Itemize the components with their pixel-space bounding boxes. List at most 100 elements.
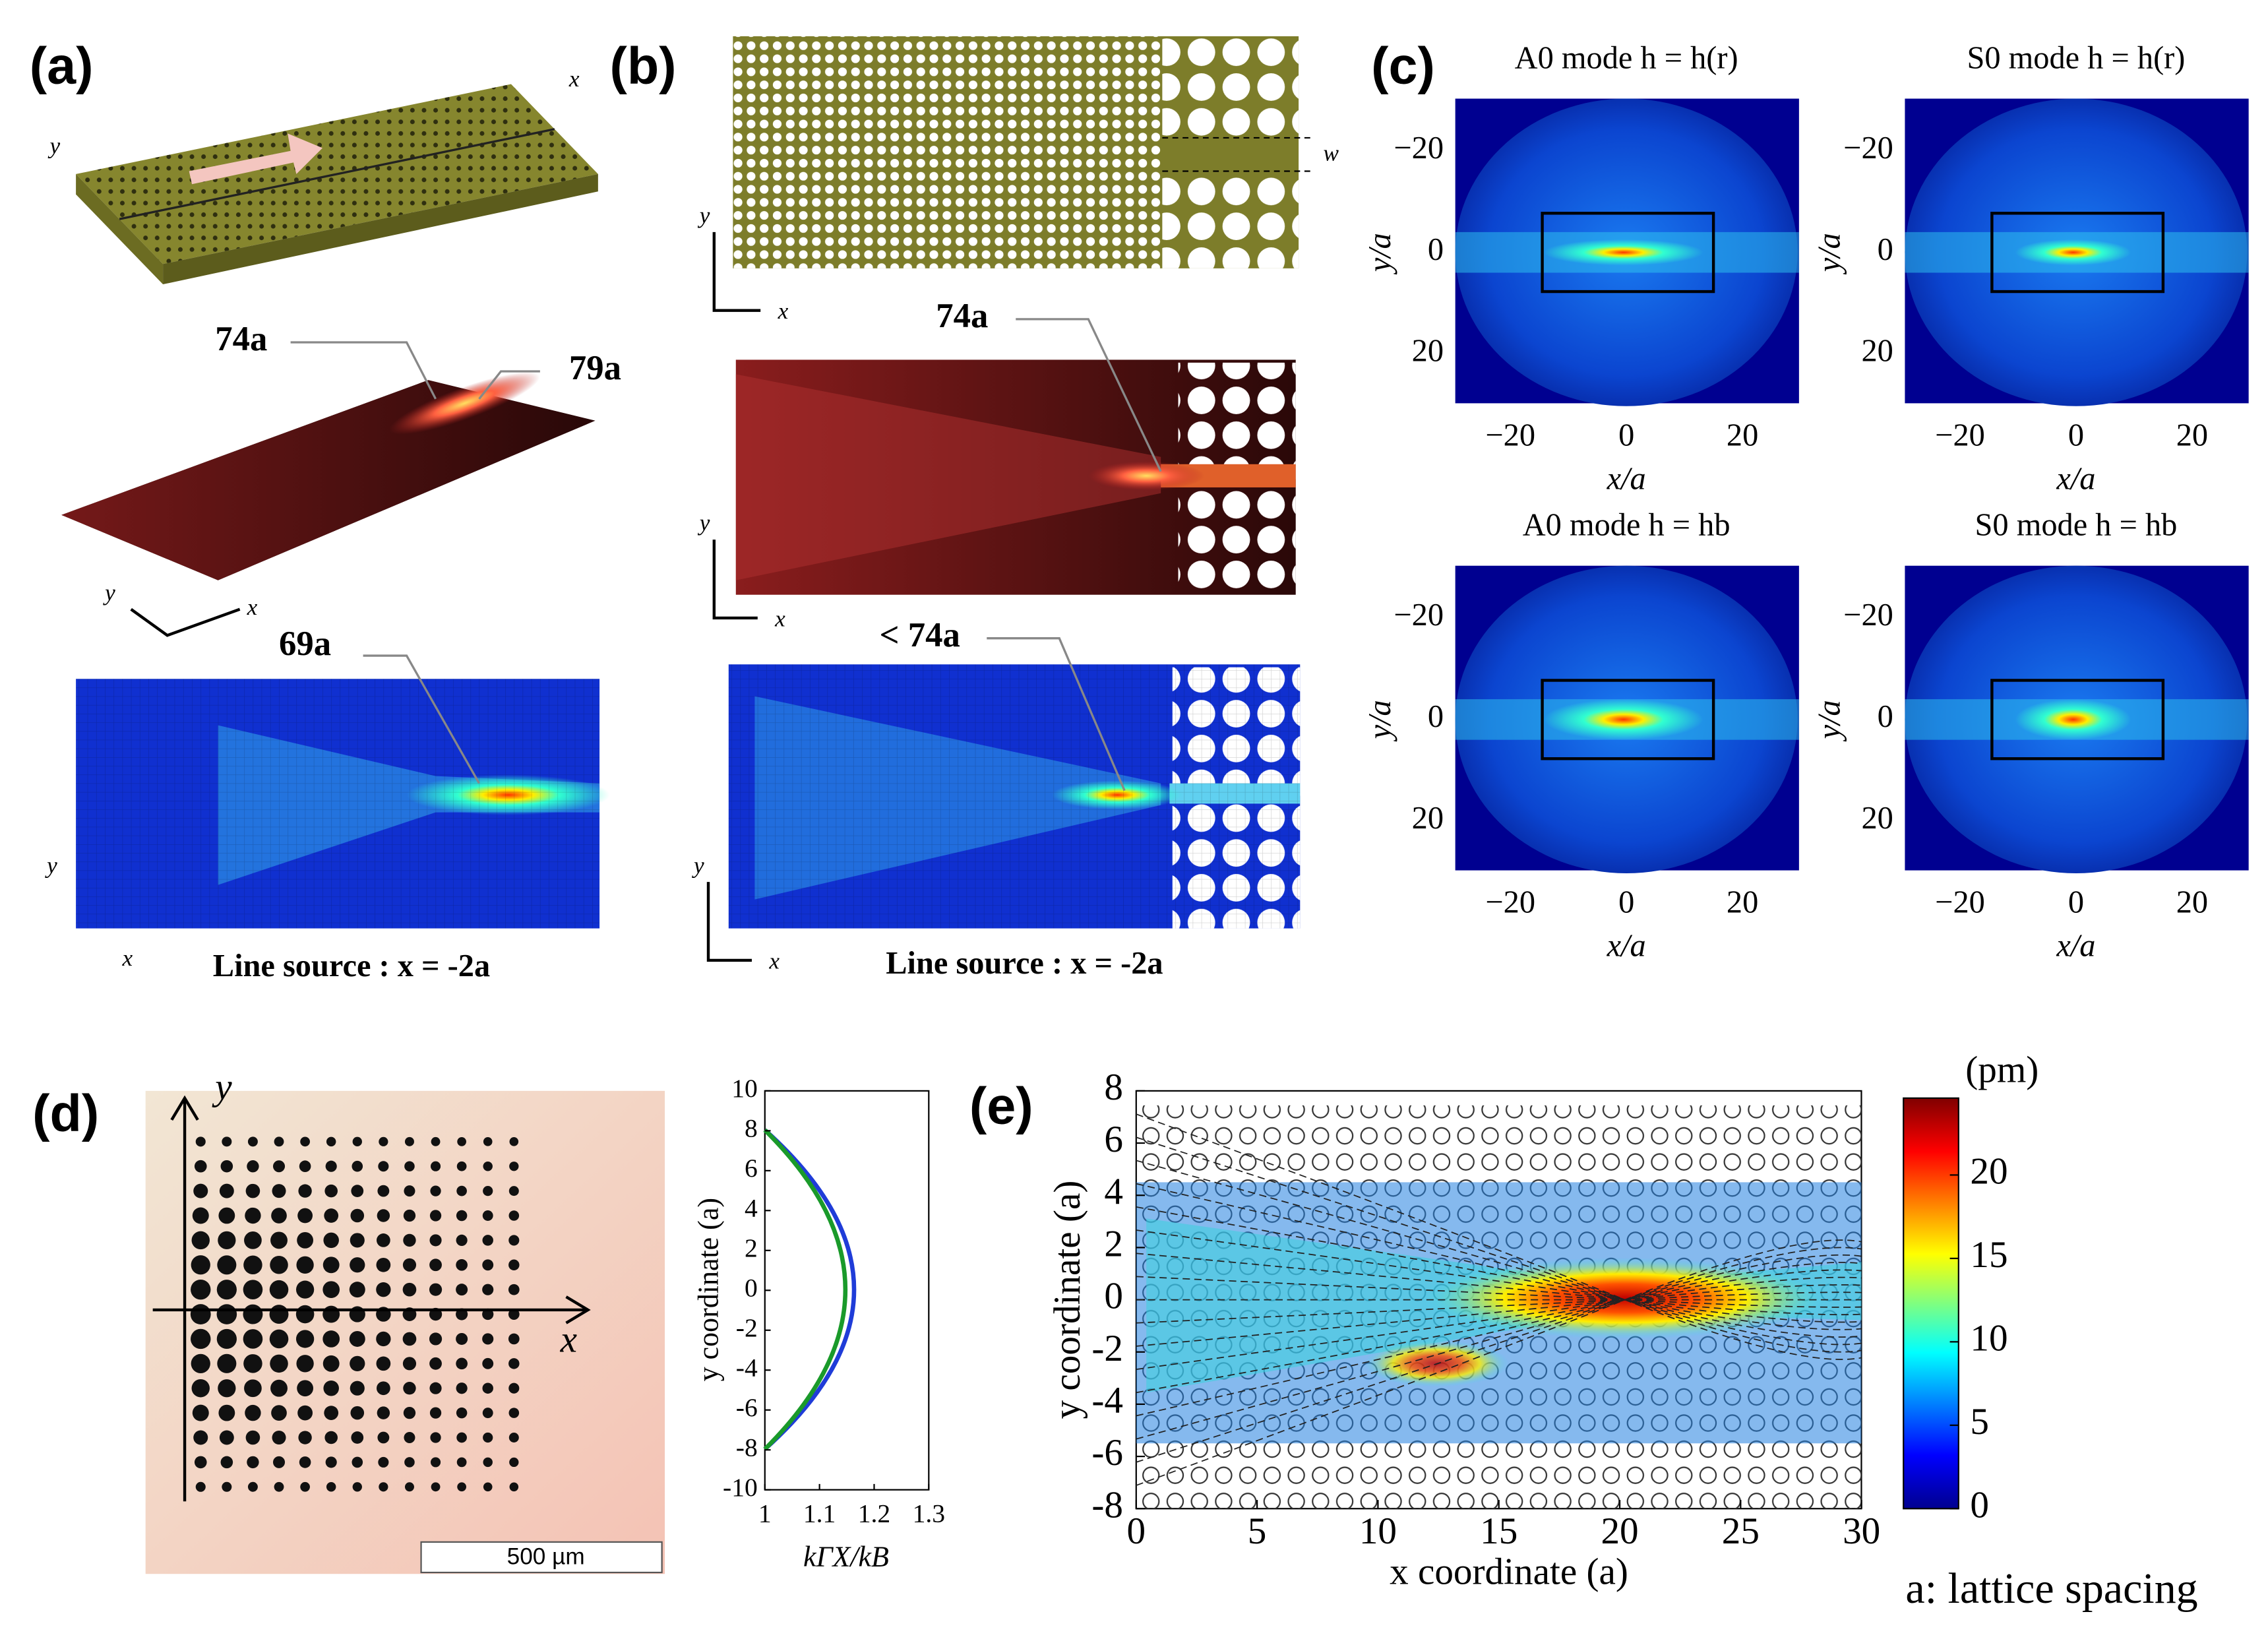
plot-title: A0 mode h = hb — [1523, 508, 1731, 543]
label: x — [768, 948, 780, 974]
hole — [349, 1330, 365, 1347]
hole — [243, 1255, 262, 1275]
y-axis-label: y/a — [1812, 233, 1847, 275]
hole — [350, 1257, 365, 1273]
y-tick-label: -8 — [736, 1433, 758, 1462]
axis — [712, 232, 761, 312]
hole — [350, 1381, 365, 1396]
hole — [482, 1382, 493, 1394]
hole — [404, 1185, 415, 1197]
hole — [404, 1482, 414, 1492]
label: y — [698, 202, 710, 228]
hole — [297, 1208, 313, 1224]
hole — [509, 1162, 519, 1171]
hole — [247, 1481, 258, 1492]
hole — [272, 1430, 286, 1445]
hole — [297, 1405, 313, 1421]
plate-edge — [76, 173, 164, 285]
y-tick-label: −20 — [1394, 598, 1444, 633]
hole — [377, 1431, 390, 1444]
y-tick-label: -6 — [1091, 1432, 1123, 1474]
hole — [191, 1353, 210, 1373]
hole — [322, 1257, 340, 1274]
y-tick-label: -10 — [723, 1473, 758, 1502]
hole — [191, 1255, 210, 1275]
curve — [763, 1128, 857, 1451]
x-tick-label: 0 — [1127, 1510, 1146, 1552]
label: x — [774, 605, 785, 631]
hole — [376, 1331, 391, 1347]
hole — [402, 1258, 417, 1272]
hole — [430, 1457, 441, 1468]
hole — [191, 1231, 210, 1250]
scale-bar-label: 500 µm — [507, 1543, 585, 1569]
hole — [295, 1305, 315, 1324]
hole — [247, 1160, 259, 1173]
x-tick-label: 20 — [1727, 885, 1758, 919]
hole — [483, 1457, 493, 1468]
hole — [431, 1136, 441, 1146]
hole — [247, 1136, 258, 1147]
y-tick-label: -4 — [1091, 1380, 1123, 1421]
x-tick-label: 0 — [2068, 885, 2084, 919]
x-tick-label: 0 — [1618, 418, 1634, 452]
x-tick-label: 25 — [1722, 1510, 1760, 1552]
y-tick-label: 6 — [745, 1154, 758, 1183]
plot-title: A0 mode h = h(r) — [1515, 40, 1738, 75]
leader-line — [1016, 318, 1162, 472]
hole — [351, 1185, 364, 1197]
axis — [712, 540, 758, 620]
y-tick-label: 0 — [1428, 232, 1444, 267]
mode-field — [1543, 239, 1703, 266]
hole — [350, 1355, 365, 1371]
holes — [1162, 36, 1299, 138]
hole — [456, 1332, 468, 1345]
x-axis-label: kΓX/kB — [803, 1540, 889, 1572]
hole — [377, 1185, 390, 1197]
hole — [456, 1234, 468, 1246]
hole — [243, 1329, 263, 1349]
hole — [295, 1280, 315, 1299]
colorbar-tick-label: 15 — [1970, 1234, 2007, 1276]
hole — [352, 1136, 362, 1147]
hole — [378, 1456, 389, 1468]
plot-title: S0 mode h = hb — [1975, 508, 2178, 543]
hole — [483, 1482, 493, 1492]
hole — [404, 1457, 415, 1468]
hole — [220, 1160, 233, 1173]
label: x — [568, 66, 580, 92]
axis-label: y — [212, 1067, 232, 1108]
x-tick-label: 1.2 — [858, 1499, 890, 1528]
hole — [244, 1231, 262, 1249]
hole — [274, 1136, 284, 1147]
panel-label: (e) — [969, 1076, 1033, 1134]
hole — [218, 1379, 236, 1398]
ray — [1136, 1206, 1862, 1330]
x-axis-label: x coordinate (a) — [1390, 1551, 1628, 1593]
hole — [216, 1280, 237, 1300]
hole — [326, 1136, 336, 1147]
hole — [378, 1161, 389, 1172]
hole — [457, 1136, 466, 1146]
ray — [1136, 1253, 1862, 1316]
hole — [269, 1280, 289, 1299]
hole — [191, 1379, 210, 1398]
hole — [295, 1330, 315, 1348]
hole — [430, 1161, 441, 1171]
ray — [1136, 1284, 1862, 1347]
hole — [456, 1357, 468, 1370]
hole — [456, 1161, 467, 1171]
x-tick-label: 15 — [1480, 1510, 1517, 1552]
hole — [218, 1404, 235, 1421]
hole — [351, 1431, 364, 1444]
focus-spot — [389, 372, 540, 435]
hole — [245, 1430, 261, 1445]
hole — [323, 1232, 339, 1249]
hole — [324, 1208, 339, 1223]
hole — [272, 1456, 286, 1468]
focus-spot — [1422, 1257, 1828, 1339]
y-tick-label: 20 — [1861, 334, 1893, 369]
hole — [349, 1282, 365, 1298]
y-tick-label: 20 — [1861, 801, 1893, 836]
ray — [1136, 1229, 1862, 1323]
